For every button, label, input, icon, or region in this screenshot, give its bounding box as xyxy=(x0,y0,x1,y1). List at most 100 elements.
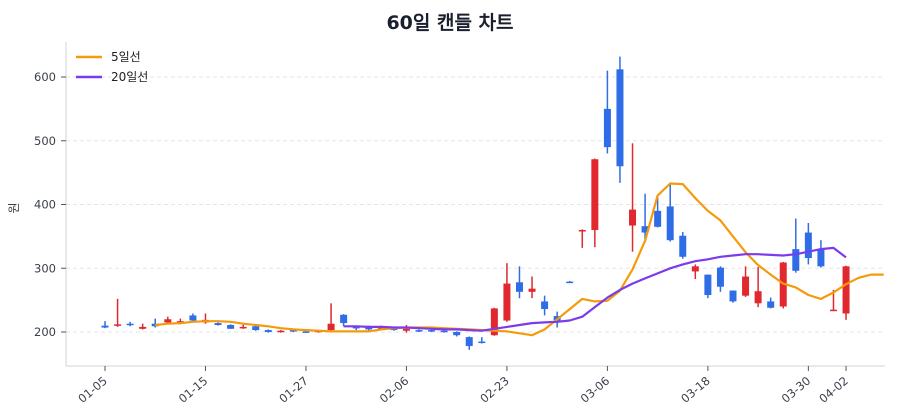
candle-body xyxy=(352,326,360,329)
x-tick-label: 02-06 xyxy=(377,374,412,406)
candle-up xyxy=(277,330,285,333)
candle-down xyxy=(264,329,272,333)
candle-body xyxy=(591,159,599,230)
candle-down xyxy=(465,336,473,350)
candle-body xyxy=(239,326,247,329)
candle-body xyxy=(101,325,109,328)
candle-body xyxy=(541,301,549,310)
candle-up xyxy=(742,266,750,297)
candle-body xyxy=(139,326,147,329)
candle-body xyxy=(227,324,235,329)
candle-down xyxy=(566,281,574,284)
candle-body xyxy=(503,283,511,321)
candle-body xyxy=(415,330,423,332)
candle-down xyxy=(654,196,662,228)
candle-body xyxy=(402,328,410,331)
candle-body xyxy=(478,341,486,344)
y-tick-label: 200 xyxy=(34,325,56,339)
candle-body xyxy=(641,226,649,233)
candle-body xyxy=(729,290,737,302)
candle-body xyxy=(829,309,837,312)
ma5-line xyxy=(155,182,884,337)
candle-down xyxy=(126,321,134,327)
x-tick-label: 04-02 xyxy=(816,374,851,406)
candle-down xyxy=(767,297,775,309)
x-ticks: 01-05 01-15 01-27 02-06 02-23 03-06 03-18 03-30… xyxy=(75,366,851,406)
candle-body xyxy=(842,266,850,314)
candle-up xyxy=(327,303,335,331)
chart-title: 60일 캔들 차트 xyxy=(386,12,514,34)
y-tick-label: 400 xyxy=(34,198,56,212)
candle-body xyxy=(302,331,310,333)
candle-up xyxy=(578,229,586,248)
candle-body xyxy=(804,232,812,259)
candle-body xyxy=(252,326,260,331)
candle-down xyxy=(641,193,649,243)
candle-down xyxy=(817,240,825,268)
candle-body xyxy=(742,276,750,296)
candle-body xyxy=(654,210,662,227)
legend: 5일선 20일선 xyxy=(76,50,148,84)
candle-body xyxy=(114,324,122,326)
candle-down xyxy=(453,331,461,337)
candle-body xyxy=(603,108,611,148)
candle-body xyxy=(164,319,172,323)
grid-lines xyxy=(66,76,885,333)
candle-body xyxy=(440,330,448,333)
candle-body xyxy=(629,209,637,226)
candle-body xyxy=(126,323,134,326)
candle-body xyxy=(453,332,461,336)
candle-up xyxy=(402,324,410,333)
candle-body xyxy=(566,281,574,284)
candle-up xyxy=(503,263,511,322)
candle-down xyxy=(666,182,674,242)
y-tick-label: 600 xyxy=(34,70,56,84)
x-tick-label: 02-23 xyxy=(477,374,512,406)
candle-body xyxy=(189,315,197,321)
legend-label-ma20: 20일선 xyxy=(111,70,148,84)
candle-up xyxy=(164,316,172,324)
candle-down xyxy=(603,70,611,154)
candle-down xyxy=(616,56,624,183)
candle-down xyxy=(340,314,348,327)
candle-down xyxy=(227,324,235,329)
candle-body xyxy=(616,69,624,167)
candle-body xyxy=(277,330,285,333)
candle-body xyxy=(264,330,272,332)
x-tick-label: 01-15 xyxy=(176,374,211,406)
candle-down xyxy=(415,329,423,332)
candle-down xyxy=(716,266,724,292)
candle-body xyxy=(679,235,687,257)
candle-down xyxy=(101,321,109,329)
candle-down xyxy=(252,325,260,331)
candle-down xyxy=(729,290,737,303)
candle-body xyxy=(289,330,297,332)
candle-body xyxy=(754,291,762,304)
candles xyxy=(101,56,850,350)
moving-averages xyxy=(155,182,884,337)
candle-down xyxy=(478,337,486,344)
x-tick-label: 03-30 xyxy=(779,374,814,406)
y-tick-label: 300 xyxy=(34,261,56,275)
x-tick-label: 03-06 xyxy=(578,374,613,406)
candle-down xyxy=(792,218,800,273)
candle-down xyxy=(704,274,712,299)
candle-body xyxy=(691,266,699,272)
y-ticks: 200 300 400 500 600 xyxy=(34,70,66,339)
candle-body xyxy=(515,282,523,292)
candle-body xyxy=(340,314,348,324)
candle-down xyxy=(804,222,812,265)
candle-down xyxy=(151,318,159,328)
candle-down xyxy=(440,330,448,333)
candle-body xyxy=(767,301,775,308)
candle-up xyxy=(754,266,762,308)
x-tick-label: 01-05 xyxy=(75,374,110,406)
candle-up xyxy=(114,298,122,327)
candle-body xyxy=(490,308,498,336)
candle-body xyxy=(365,326,373,330)
candle-down xyxy=(515,266,523,299)
candle-body xyxy=(214,323,222,325)
candle-up xyxy=(528,276,536,299)
